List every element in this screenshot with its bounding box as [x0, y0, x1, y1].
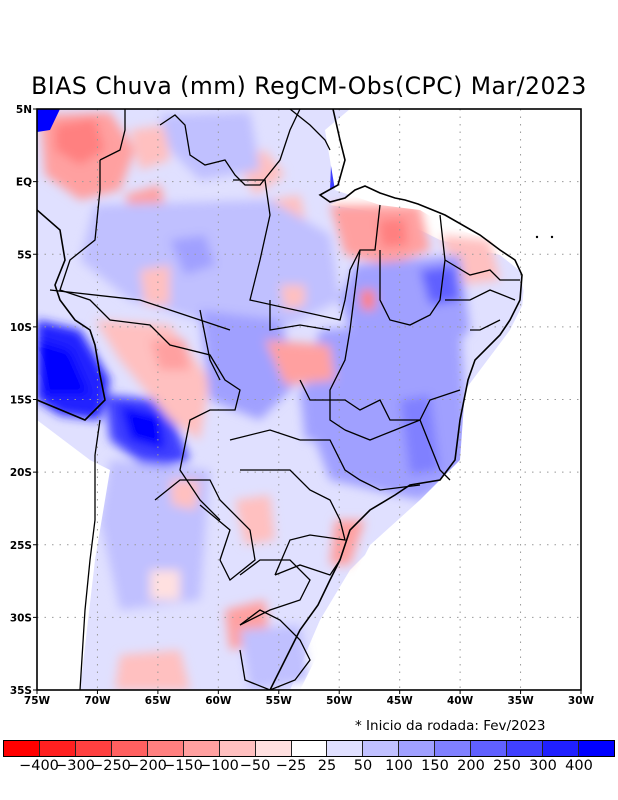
lat-tick-label: 5N [16, 104, 32, 116]
border-bolivia-chile [94, 419, 101, 456]
colorbar-label: 250 [493, 758, 521, 774]
lon-tick-label: 75W [24, 695, 51, 707]
field-amazon-blue-core [170, 235, 215, 275]
border-chile-argentina [79, 455, 96, 690]
lon-tick-label: 45W [387, 695, 414, 707]
field-nw-blue [37, 109, 60, 132]
field-goias-blue [300, 390, 345, 440]
colorbar-label: 50 [353, 758, 373, 774]
colorbar-swatch [147, 741, 184, 756]
gridlines [37, 109, 581, 690]
field-red-4 [140, 265, 170, 305]
lat-tick-label: 20S [10, 467, 32, 479]
border-uruguay [239, 609, 311, 690]
lon-tick-label: 65W [145, 695, 172, 707]
field-ne-red-core [378, 218, 408, 248]
lat-tick-label: EQ [16, 177, 32, 189]
field-ne-blue-core [420, 265, 460, 305]
field-paraguay-red [170, 480, 200, 510]
coastline-pacific [37, 209, 106, 421]
colorbar-label: −250 [91, 758, 131, 774]
field-north-blue [160, 112, 260, 180]
border-brazil-west [59, 160, 241, 521]
colorbar-swatch [327, 741, 364, 756]
field-mt-red [265, 340, 335, 385]
border-paraguay [154, 479, 256, 582]
colorbar-label: −150 [163, 758, 203, 774]
colorbar-label: 150 [421, 758, 449, 774]
lat-tick-label: 15S [10, 395, 32, 407]
field-south-red [115, 650, 190, 690]
colorbar-labels: −400 −300 −250 −200 −150 −100 −50 −25 25 50 100 150… [0, 758, 618, 778]
colorbar-swatch [183, 741, 220, 756]
colorbar-swatch [399, 741, 436, 756]
lon-tick-label: 70W [84, 695, 111, 707]
colorbar-label: 100 [385, 758, 413, 774]
border-brazil-argentina-south [239, 559, 311, 626]
field-ms-red [235, 495, 275, 545]
lon-tick-label: 40W [447, 695, 474, 707]
lat-tick-label: 35S [10, 685, 32, 697]
colorbar-label: 300 [529, 758, 557, 774]
field-sp-red [330, 520, 365, 565]
colorbar-swatch [4, 741, 40, 756]
colorbar-swatch [543, 741, 579, 756]
field-nw-red-core [55, 118, 105, 165]
pacific-ocean [37, 420, 110, 690]
field-uruguay-blue [240, 625, 310, 690]
colorbar-label: 25 [317, 758, 337, 774]
colorbar-label: −50 [239, 758, 271, 774]
colorbar-swatch [255, 741, 292, 756]
island-rocas [550, 235, 554, 239]
colorbar-swatch [291, 741, 328, 756]
bias-field [37, 109, 581, 690]
run-start-note: * Inicio da rodada: Fev/2023 [355, 718, 546, 734]
colorbar-swatch [363, 741, 400, 756]
precipitation-bias-map: 75W 70W 65W 60W 55W 50W 45W 40W 35W 30W 5N EQ 5S 10S 1… [10, 104, 595, 707]
colorbar-swatch [471, 741, 508, 756]
field-mt-blue [200, 310, 300, 420]
axis-ticks: 75W 70W 65W 60W 55W 50W 45W 40W 35W 30W 5N EQ 5S 10S 1… [10, 104, 595, 707]
field-bolivia-blue-core [120, 405, 165, 450]
colorbar-swatch [507, 741, 544, 756]
colorbar-label: −25 [275, 758, 307, 774]
island-fernando [535, 235, 539, 239]
lat-tick-label: 10S [10, 322, 32, 334]
lon-tick-label: 35W [507, 695, 534, 707]
colorbar-label: −200 [127, 758, 167, 774]
lat-tick-label: 25S [10, 540, 32, 552]
lon-tick-label: 55W [266, 695, 293, 707]
colorbar-swatch [39, 741, 76, 756]
country-state-borders [37, 109, 523, 690]
colorbar-label: −300 [55, 758, 95, 774]
lon-tick-label: 30W [568, 695, 595, 707]
colorbar-swatch [435, 741, 472, 756]
field-guiana-red [130, 125, 170, 170]
field-argentina-red [150, 570, 180, 600]
colorbar-swatch [111, 741, 148, 756]
state-borders [199, 179, 520, 576]
lat-tick-label: 5S [17, 249, 32, 261]
colorbar-label: −100 [199, 758, 239, 774]
map-title: BIAS Chuva (mm) RegCM-Obs(CPC) Mar/2023 [31, 72, 587, 100]
colorbar-swatch [219, 741, 256, 756]
border-brazil-north [99, 109, 331, 186]
field-piaui-red [360, 290, 375, 310]
colorbar-swatch [75, 741, 112, 756]
border-peru-brazil-line [49, 289, 231, 331]
lon-tick-label: 60W [205, 695, 232, 707]
colorbar-label: −400 [19, 758, 59, 774]
colorbar-label: 200 [457, 758, 485, 774]
colorbar-swatch [579, 741, 614, 756]
colorbar [3, 740, 615, 757]
field-minas-blue-core [400, 395, 440, 475]
colorbar-label: 400 [565, 758, 593, 774]
lat-tick-label: 30S [10, 612, 32, 624]
lon-tick-label: 50W [326, 695, 353, 707]
field-red-5 [280, 285, 305, 310]
field-peru-blue-core [37, 340, 90, 395]
